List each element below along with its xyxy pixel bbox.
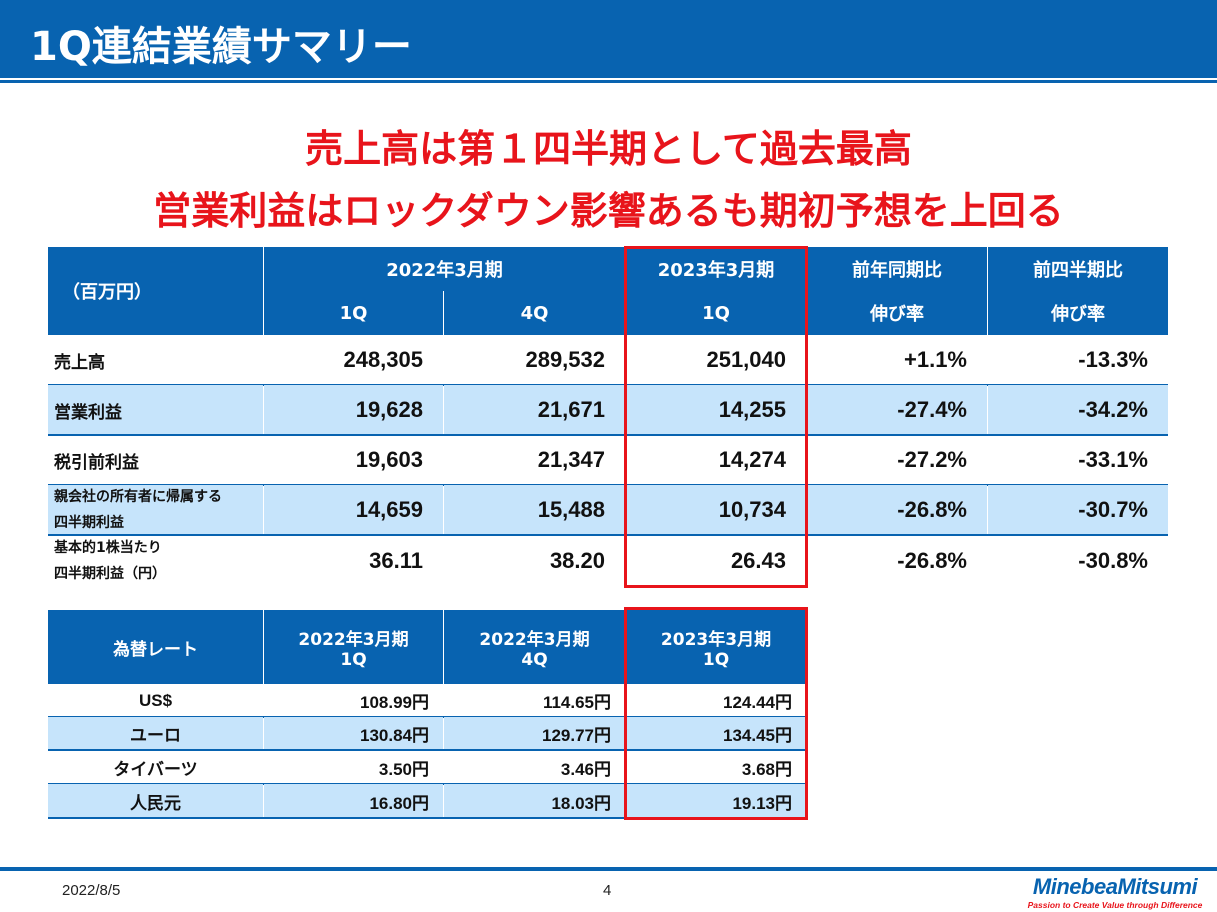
table-cell: 21,671	[444, 385, 625, 435]
table-cell: 14,274	[718, 447, 786, 472]
fx-cell: 124.44円	[723, 693, 792, 712]
fx-row-label: ユーロ	[48, 717, 263, 750]
table-cell: 251,040	[706, 347, 786, 372]
group-header-2023: 2023年3月期	[626, 247, 806, 291]
yoy-header: 前年同期比	[807, 247, 987, 291]
header-divider	[0, 80, 1217, 83]
table-cell: -27.4%	[807, 385, 987, 435]
sub-header: 1Q	[264, 291, 443, 335]
slide-title: 1Q連結業績サマリー	[30, 24, 412, 70]
row-label: 売上高	[54, 352, 105, 373]
table-cell: +1.1%	[904, 347, 967, 372]
sub-header: 伸び率	[807, 291, 987, 335]
table-cell: 19,628	[264, 385, 443, 435]
table-cell: -30.7%	[988, 485, 1168, 535]
group-header-2022: 2022年3月期	[264, 247, 625, 291]
row-divider	[48, 817, 806, 819]
table-cell: -26.8%	[897, 548, 967, 573]
row-label: 親会社の所有者に帰属する 四半期利益	[48, 485, 263, 535]
table-cell: -27.2%	[897, 447, 967, 472]
header-bar	[0, 0, 1217, 78]
table-cell: 14,255	[626, 385, 806, 435]
table-cell: 26.43	[730, 548, 786, 573]
table-cell: 289,532	[525, 347, 605, 372]
fx-cell: 129.77円	[444, 717, 625, 750]
table-cell: 15,488	[444, 485, 625, 535]
sub-header: 1Q	[626, 291, 806, 335]
table-cell: -33.1%	[1078, 447, 1148, 472]
company-logo: MinebeaMitsumi Passion to Create Value t…	[1027, 874, 1203, 910]
table-cell: 38.20	[549, 548, 605, 573]
row-divider	[48, 434, 1168, 436]
row-divider	[48, 534, 1168, 536]
highlight-box-fx	[624, 607, 808, 820]
table-cell: 248,305	[343, 347, 423, 372]
footer-divider	[0, 867, 1217, 871]
fx-cell: 114.65円	[542, 693, 611, 712]
fx-row-label: タイバーツ	[113, 759, 198, 779]
headline-2: 営業利益はロックダウン影響あるも期初予想を上回る	[153, 189, 1064, 233]
fx-cell: 16.80円	[264, 784, 443, 818]
table-cell: 14,659	[264, 485, 443, 535]
fx-row-label: 人民元	[48, 784, 263, 818]
fx-cell: 108.99円	[360, 693, 429, 712]
fx-cell: 3.68円	[741, 759, 792, 779]
page-number: 4	[603, 882, 612, 899]
fx-header: 2022年3月期 1Q	[264, 610, 443, 684]
fx-cell: 3.50円	[378, 759, 429, 779]
row-label: 税引前利益	[54, 452, 139, 473]
row-divider	[48, 749, 806, 751]
row-label: 営業利益	[48, 385, 263, 435]
qoq-header: 前四半期比	[988, 247, 1168, 291]
footer-date: 2022/8/5	[62, 882, 121, 899]
fx-header: 2022年3月期 4Q	[444, 610, 625, 684]
fx-cell: 134.45円	[626, 717, 806, 750]
table-cell: 10,734	[626, 485, 806, 535]
headline-1: 売上高は第１四半期として過去最高	[305, 127, 912, 171]
table-cell: 19,603	[355, 447, 423, 472]
table-cell: -13.3%	[1078, 347, 1148, 372]
row-label: 基本的1株当たり 四半期利益（円）	[54, 540, 166, 582]
fx-cell: 18.03円	[444, 784, 625, 818]
fx-cell: 130.84円	[264, 717, 443, 750]
table-cell: 21,347	[537, 447, 605, 472]
sub-header: 4Q	[444, 291, 625, 335]
table-cell: 36.11	[369, 548, 423, 573]
highlight-box-results	[624, 246, 808, 588]
fx-cell: 3.46円	[560, 759, 611, 779]
fx-cell: 19.13円	[626, 784, 806, 818]
table-cell: -26.8%	[807, 485, 987, 535]
table-cell: -30.8%	[1078, 548, 1148, 573]
fx-header: 2023年3月期 1Q	[626, 610, 806, 684]
unit-header: （百万円）	[48, 247, 263, 335]
table-cell: -34.2%	[988, 385, 1168, 435]
fx-row-label: US$	[138, 690, 173, 710]
sub-header: 伸び率	[988, 291, 1168, 335]
fx-header: 為替レート	[48, 610, 263, 684]
